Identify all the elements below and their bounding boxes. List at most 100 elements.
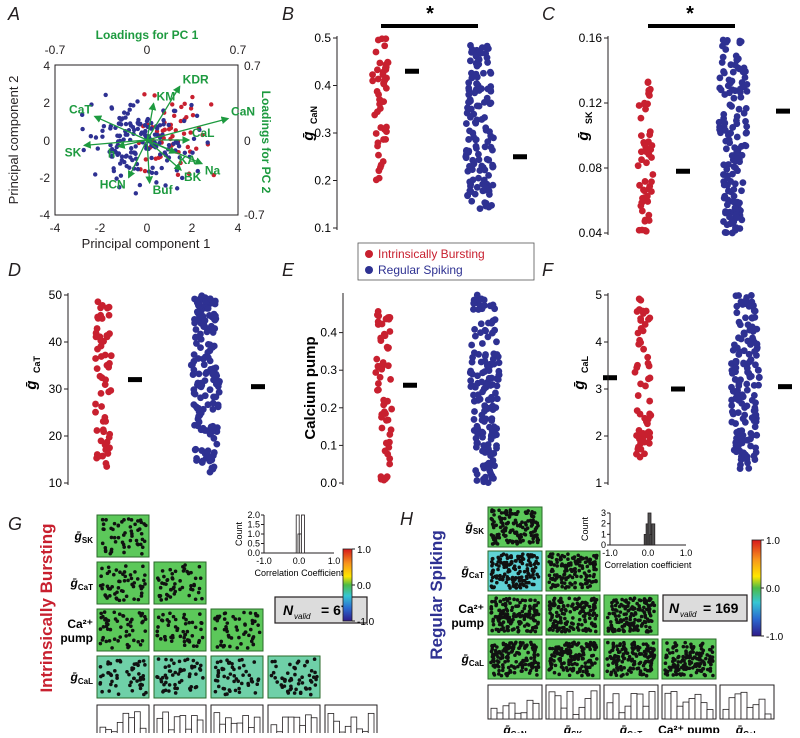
matrix-point (688, 662, 692, 666)
strip-point (733, 302, 741, 310)
matrix-point (570, 575, 575, 580)
matrix-point (137, 672, 141, 676)
matrix-point (495, 580, 499, 585)
colorbar-tick-label: 1.0 (357, 545, 371, 556)
pca-point (191, 136, 197, 142)
matrix-point (222, 674, 227, 679)
row-label-line2: pump (451, 616, 484, 630)
matrix-point (196, 590, 201, 595)
matrix-point (190, 620, 195, 625)
matrix-point (116, 692, 121, 696)
matrix-point (535, 556, 539, 560)
matrix-point (106, 660, 110, 664)
matrix-point (615, 655, 620, 660)
strip-point (380, 330, 388, 338)
matrix-point (250, 636, 255, 641)
strip-point (377, 161, 385, 169)
matrix-point (511, 614, 516, 619)
strip-point (738, 187, 745, 195)
matrix-point (108, 627, 113, 632)
matrix-point (107, 689, 111, 693)
matrix-point (128, 683, 132, 688)
pca-point (166, 127, 172, 132)
strip-point (481, 352, 489, 360)
matrix-point (594, 613, 599, 618)
matrix-point (520, 582, 524, 586)
matrix-point (112, 535, 117, 540)
matrix-point (230, 662, 234, 666)
matrix-point (591, 563, 596, 568)
matrix-point (163, 673, 168, 678)
matrix-point (286, 691, 291, 695)
histogram-bar (618, 712, 626, 720)
strip-point (106, 444, 113, 452)
matrix-point (197, 564, 202, 569)
matrix-point (504, 533, 508, 538)
matrix-point (162, 682, 166, 687)
nvalid-n: N (283, 602, 294, 618)
loading-label: HCN (100, 178, 126, 192)
strip-point (733, 113, 741, 120)
matrix-point (110, 585, 114, 589)
panel-letter-c: C (542, 4, 556, 24)
strip-point (644, 359, 652, 367)
strip-point (93, 451, 101, 458)
matrix-point (707, 647, 712, 652)
matrix-point (190, 664, 194, 669)
matrix-point (551, 569, 555, 573)
matrix-point (228, 644, 232, 649)
matrix-point (548, 603, 553, 607)
strip-point (92, 355, 100, 362)
matrix-point (185, 629, 190, 634)
matrix-point (124, 634, 128, 638)
matrix-point (170, 673, 175, 677)
matrix-point (130, 617, 134, 622)
matrix-point (532, 643, 537, 648)
pca-point (88, 134, 94, 139)
matrix-point (193, 625, 198, 630)
matrix-point (688, 651, 692, 655)
strip-point (738, 151, 746, 159)
matrix-point (689, 673, 693, 678)
matrix-point (190, 588, 195, 592)
matrix-point (168, 611, 172, 616)
strip-point (639, 327, 647, 335)
pca-point (129, 146, 134, 151)
strip-point (720, 194, 728, 202)
matrix-point (516, 576, 521, 580)
strip-point (742, 297, 749, 305)
strip-point (752, 399, 759, 407)
matrix-point (270, 659, 275, 664)
matrix-point (705, 653, 710, 657)
inset-y-tick-label: 0.0 (247, 548, 260, 558)
strip-point (742, 129, 750, 137)
matrix-point (508, 621, 513, 626)
matrix-point (647, 654, 652, 659)
strip-point (94, 313, 102, 321)
matrix-point (622, 640, 626, 645)
strip-point (190, 351, 198, 359)
pca-point (195, 168, 200, 174)
pca-point (117, 185, 122, 190)
strip-point (99, 301, 106, 309)
matrix-point (100, 517, 105, 522)
matrix-point (508, 508, 513, 512)
matrix-point (509, 664, 514, 668)
matrix-point (131, 676, 136, 681)
matrix-point (155, 675, 159, 679)
matrix-point (525, 658, 529, 663)
histogram-bar (293, 716, 301, 738)
matrix-point (110, 646, 114, 650)
matrix-point (493, 599, 497, 604)
strip-point (372, 48, 380, 56)
matrix-point (178, 634, 183, 639)
pca-point (133, 151, 138, 157)
matrix-point (588, 628, 593, 633)
h-nvalid-box: N valid = 169 (662, 594, 748, 622)
matrix-point (514, 512, 519, 517)
matrix-point (225, 629, 229, 634)
matrix-point (533, 565, 538, 570)
matrix-point (292, 665, 296, 670)
strip-point (484, 333, 492, 341)
